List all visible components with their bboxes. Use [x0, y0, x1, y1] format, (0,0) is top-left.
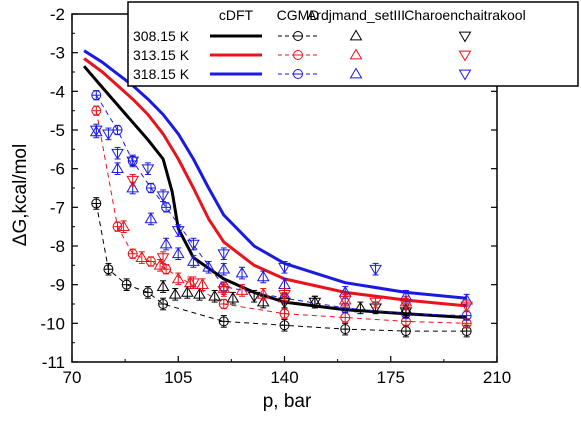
series-0 [82, 65, 467, 319]
point-ardjmand-setiii-31315-0 [117, 220, 130, 232]
legend-marker-charoen-1 [458, 50, 472, 62]
point-charoenchaitrakool-31315-0 [126, 175, 140, 187]
y-tick-label-4: -7 [50, 198, 65, 217]
series-3 [91, 197, 472, 338]
point-ardjmand-setiii-31815-4 [159, 237, 173, 249]
point-charoenchaitrakool-31315-5 [338, 295, 352, 307]
point-ardjmand-setiii-31315-5 [196, 278, 209, 290]
point-ardjmand-setiii-30815-2 [180, 285, 194, 297]
point-ardjmand-setiii-31815-9 [235, 266, 249, 278]
series-7 [117, 220, 413, 309]
point-ardjmand-setiii-31315-1 [135, 251, 149, 262]
point-charoenchaitrakool-31315-2 [187, 278, 200, 290]
point-ardjmand-setiii-31815-3 [144, 212, 158, 224]
legend-marker-ardjmand-0 [349, 29, 363, 41]
y-tick-label-1: -10 [40, 314, 65, 333]
point-charoenchaitrakool-31315-4 [278, 289, 291, 301]
point-charoenchaitrakool-31315-3 [217, 286, 231, 297]
x-tick-label-2: 140 [270, 368, 298, 387]
point-ardjmand-setiii-31315-8 [256, 287, 270, 299]
point-ardjmand-setiii-31815-7 [202, 260, 215, 272]
series-10 [126, 173, 474, 313]
point-charoenchaitrakool-31815-2 [111, 148, 124, 160]
point-ardjmand-setiii-30815-4 [208, 289, 222, 301]
y-tick-label-2: -9 [50, 276, 65, 295]
point-charoenchaitrakool-31815-7 [187, 239, 200, 251]
legend-box [127, 1, 579, 87]
series-2 [83, 49, 467, 300]
legend-header-0: cDFT [219, 7, 254, 23]
point-ardjmand-setiii-30815-5 [226, 291, 240, 303]
y-tick-label-8: -3 [50, 44, 65, 63]
point-charoenchaitrakool-31815-1 [102, 129, 115, 141]
point-charoenchaitrakool-31815-8 [217, 249, 231, 261]
y-tick-label-9: -2 [50, 5, 65, 24]
legend-row-label-2: 318.15 K [133, 66, 190, 82]
point-ardjmand-setiii-31815-6 [187, 254, 200, 266]
line-cdft-30815 [82, 65, 467, 319]
line-cdft-31815 [83, 49, 467, 300]
y-axis-title: ΔG,kcal/mol [10, 144, 31, 246]
point-ardjmand-setiii-31315-7 [235, 283, 249, 295]
point-ardjmand-setiii-30815-0 [156, 280, 170, 291]
point-charoenchaitrakool-31315-1 [156, 253, 170, 265]
y-tick-label-6: -5 [50, 121, 65, 140]
legend-header-1: CGMD [277, 7, 320, 23]
y-tick-label-5: -6 [50, 160, 65, 179]
point-charoenchaitrakool-31815-9 [278, 262, 291, 274]
point-ardjmand-setiii-30815-6 [256, 295, 270, 307]
point-ardjmand-setiii-31815-2 [126, 181, 140, 193]
dashed-line-cgmd-30815 [95, 203, 467, 332]
point-charoenchaitrakool-30815-2 [308, 297, 322, 309]
x-tick-label-1: 105 [164, 368, 192, 387]
point-ardjmand-setiii-31315-2 [153, 258, 167, 270]
line-cdft-31315 [83, 57, 467, 308]
point-ardjmand-setiii-31815-1 [111, 162, 124, 174]
legend-header-3: Charoenchaitrakool [404, 7, 525, 23]
point-charoenchaitrakool-31815-6 [171, 226, 185, 238]
point-ardjmand-setiii-30815-1 [168, 287, 182, 299]
legend-row-label-1: 313.15 K [133, 47, 190, 63]
point-ardjmand-setiii-30815-8 [354, 301, 367, 313]
x-tick-label-4: 210 [483, 368, 511, 387]
x-tick-label-3: 175 [377, 368, 405, 387]
series-layer [82, 49, 474, 338]
point-charoenchaitrakool-30815-0 [247, 291, 261, 303]
point-charoenchaitrakool-31315-6 [369, 297, 382, 309]
legend-marker-charoen-0 [458, 31, 472, 43]
y-tick-label-0: -11 [42, 353, 65, 372]
point-ardjmand-setiii-30815-3 [193, 287, 206, 299]
dashed-line-cgmd-31815 [95, 94, 467, 317]
point-charoenchaitrakool-31815-5 [156, 191, 170, 203]
legend-marker-ardjmand-1 [349, 48, 363, 60]
point-charoenchaitrakool-31815-10 [369, 264, 382, 276]
legend-marker-charoen-2 [458, 69, 472, 81]
series-5 [91, 90, 472, 321]
x-tick-label-0: 70 [63, 368, 82, 387]
legend-marker-ardjmand-2 [349, 67, 363, 79]
y-tick-label-3: -8 [50, 237, 65, 256]
legend-header-2: Ardjmand_setIII [307, 7, 405, 23]
point-charoenchaitrakool-31815-4 [141, 164, 155, 176]
point-charoenchaitrakool-31315-8 [460, 301, 474, 313]
y-tick-label-7: -4 [50, 82, 65, 101]
point-charoenchaitrakool-31815-3 [126, 156, 140, 168]
x-axis-title: p, bar [263, 391, 312, 412]
point-ardjmand-setiii-31315-3 [171, 272, 185, 284]
series-1 [83, 57, 467, 308]
series-11 [89, 123, 382, 276]
point-charoenchaitrakool-31315-7 [399, 299, 413, 311]
point-ardjmand-setiii-31815-8 [217, 262, 231, 274]
legend-row-label-0: 308.15 K [133, 28, 190, 44]
point-charoenchaitrakool-31815-0 [89, 125, 103, 137]
point-ardjmand-setiii-31815-5 [171, 247, 185, 259]
point-ardjmand-setiii-31815-10 [256, 270, 270, 282]
